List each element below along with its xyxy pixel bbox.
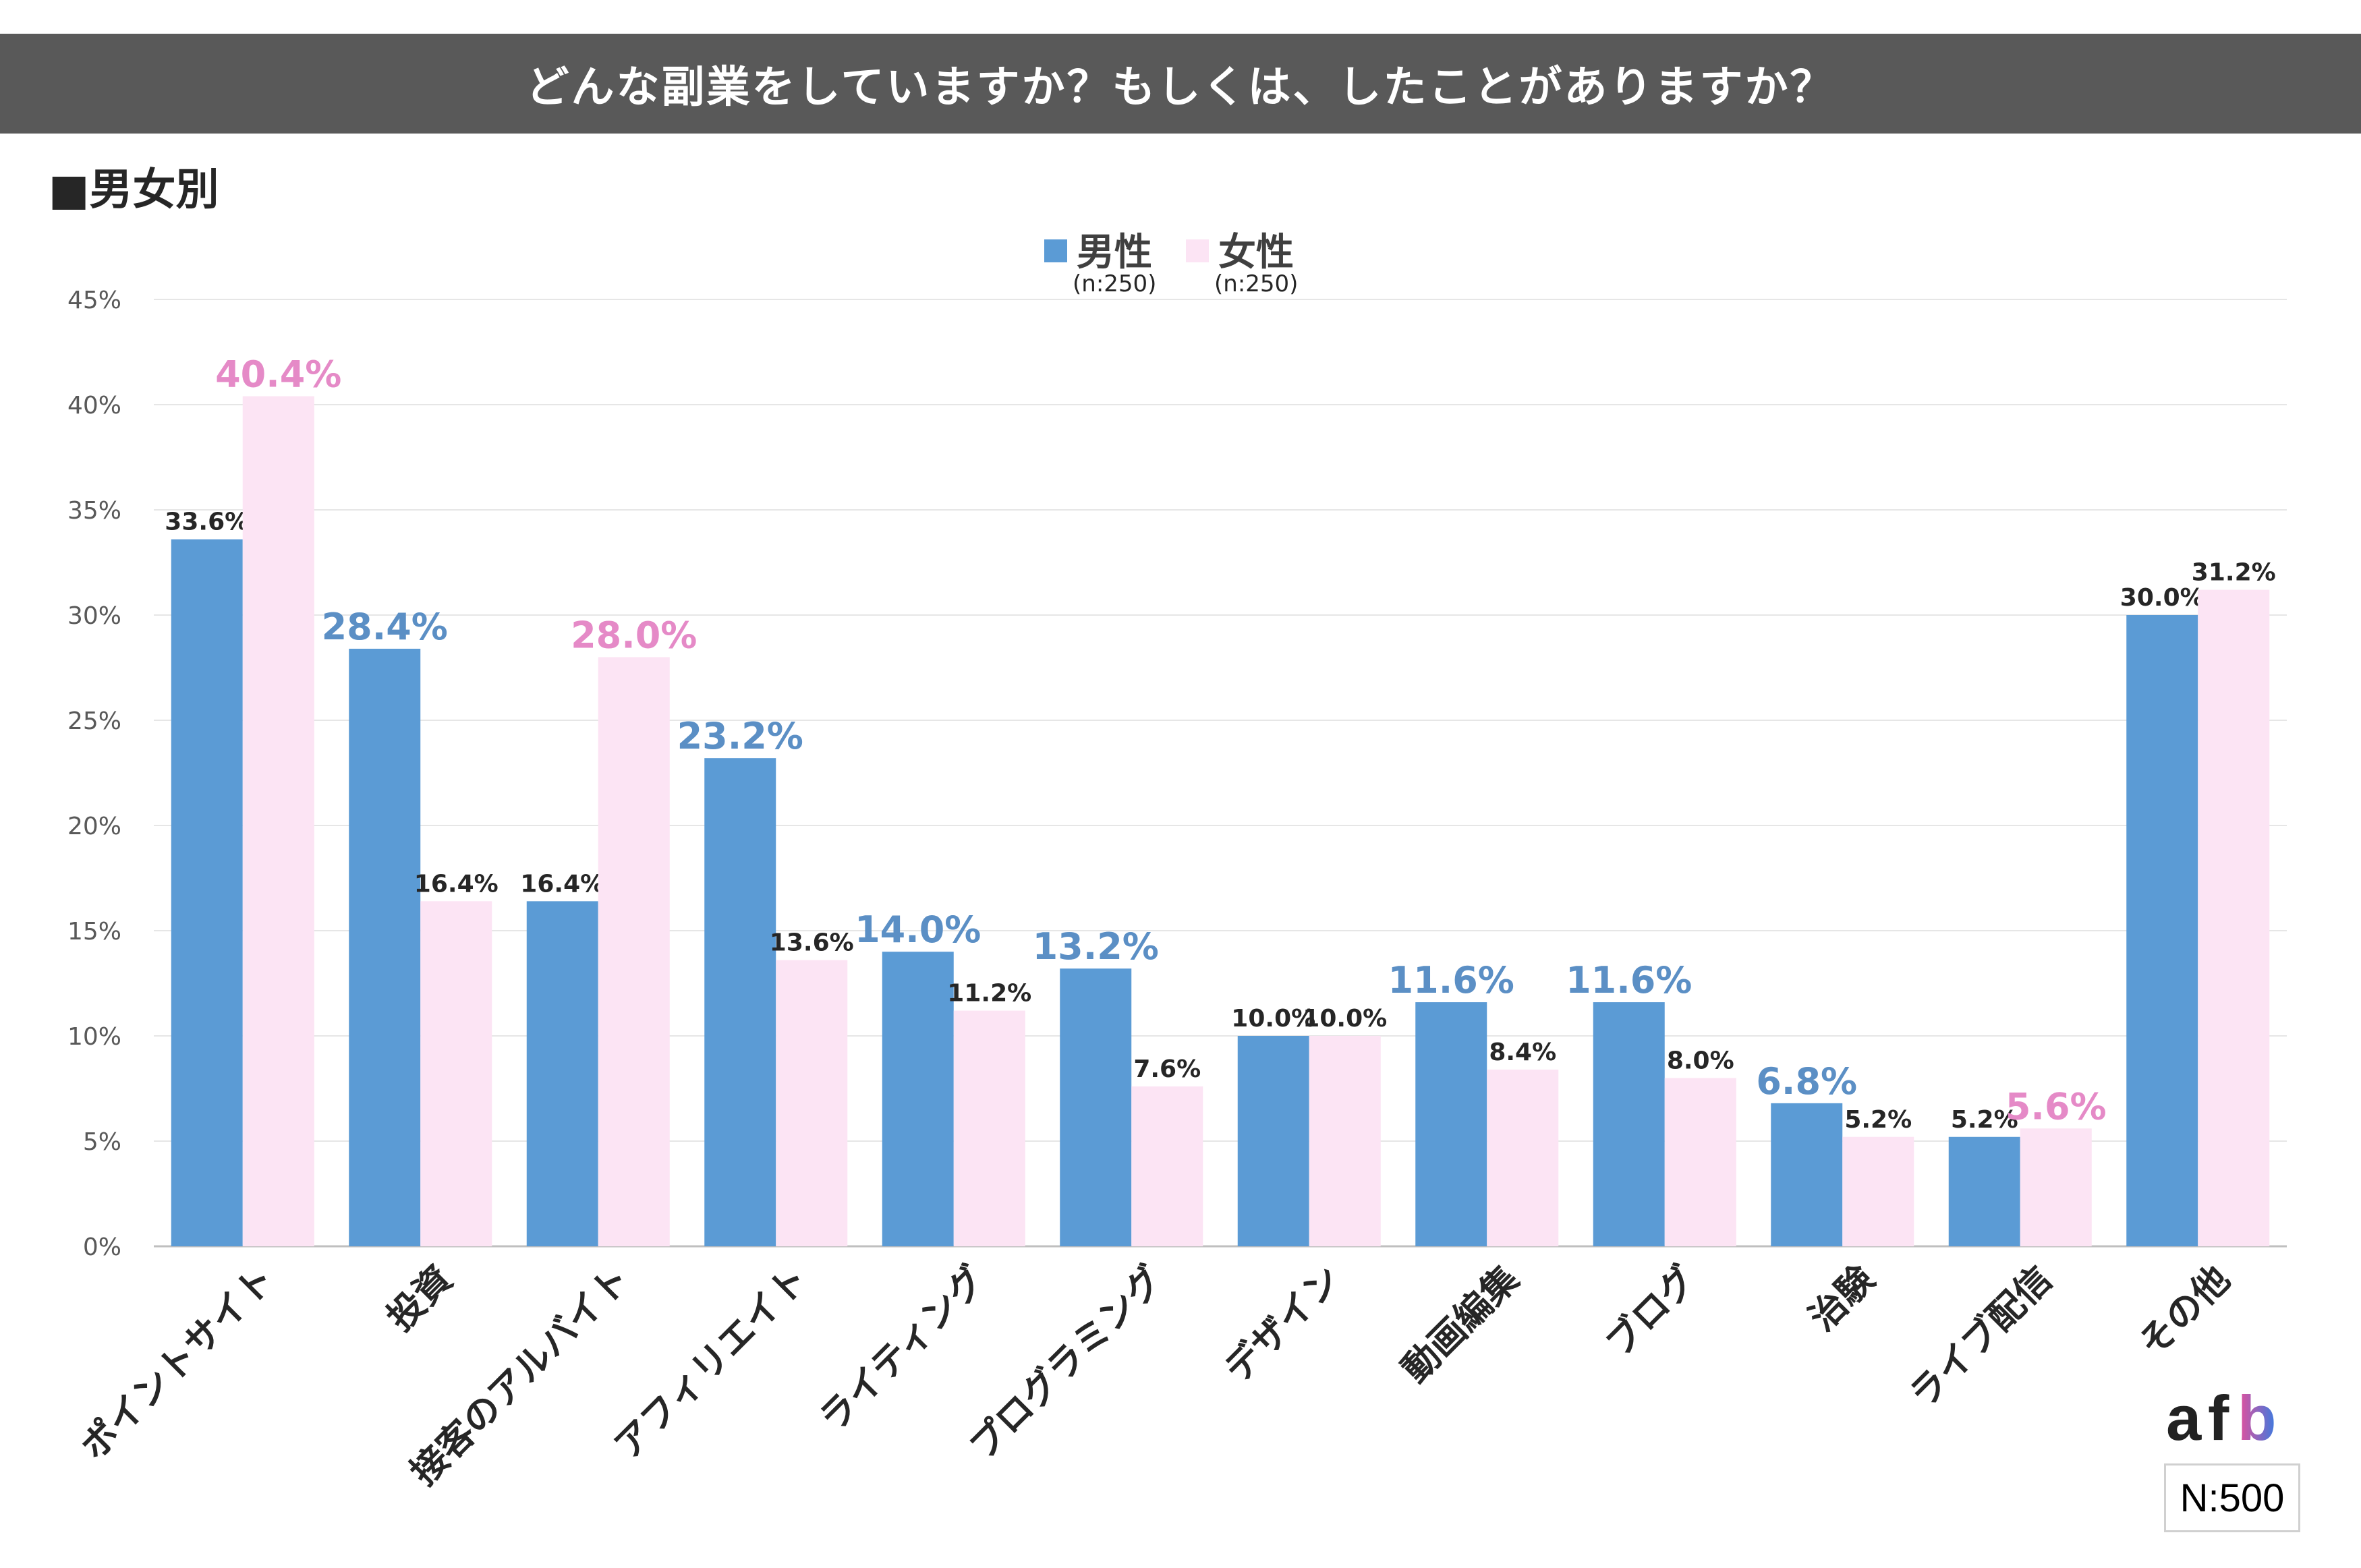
bar-male bbox=[1060, 968, 1132, 1246]
y-tick-label: 0% bbox=[83, 1233, 121, 1261]
data-label-male: 23.2% bbox=[677, 715, 803, 757]
bar-female bbox=[1664, 1078, 1736, 1246]
bar-female bbox=[598, 657, 670, 1246]
bar-female bbox=[420, 901, 492, 1246]
data-label-male: 6.8% bbox=[1756, 1060, 1857, 1103]
bar-male bbox=[171, 539, 243, 1247]
legend: 男性 (n:250) 女性 (n:250) bbox=[0, 219, 2361, 307]
legend-label-female: 女性 bbox=[1218, 231, 1294, 274]
y-tick-label: 45% bbox=[67, 287, 121, 314]
bar-female bbox=[1131, 1086, 1203, 1246]
bar-female bbox=[2198, 589, 2270, 1246]
y-tick-label: 35% bbox=[67, 497, 121, 525]
chart-title: どんな副業をしていますか？もしくは、したことがありますか？ bbox=[525, 63, 1836, 113]
data-label-male: 16.4% bbox=[520, 870, 604, 898]
bar-male bbox=[882, 952, 954, 1246]
data-label-male: 28.4% bbox=[322, 606, 448, 648]
bar-male bbox=[526, 901, 598, 1246]
afb-logo: a f b bbox=[2166, 1386, 2276, 1453]
y-tick-label: 40% bbox=[67, 392, 121, 419]
data-label-female: 40.4% bbox=[215, 353, 341, 396]
chart-title-bar: どんな副業をしていますか？もしくは、したことがありますか？ bbox=[0, 34, 2361, 134]
data-label-female: 31.2% bbox=[2192, 559, 2276, 587]
data-label-female: 8.4% bbox=[1489, 1039, 1556, 1066]
y-tick-label: 5% bbox=[83, 1128, 121, 1156]
bar-female bbox=[242, 396, 314, 1246]
legend-swatch-male bbox=[1044, 239, 1067, 262]
bar-male bbox=[1948, 1136, 2020, 1246]
y-tick-label: 10% bbox=[67, 1023, 121, 1051]
bar-female bbox=[2020, 1128, 2092, 1246]
y-tick-label: 15% bbox=[67, 918, 121, 946]
x-category-label: デザイン bbox=[1216, 1258, 1349, 1391]
data-label-female: 11.2% bbox=[947, 980, 1031, 1008]
logo-text-f: f bbox=[2208, 1386, 2229, 1453]
sample-size-box: N:500 bbox=[2164, 1463, 2300, 1532]
data-label-female: 5.6% bbox=[2006, 1085, 2107, 1128]
x-category-label: その他 bbox=[2130, 1258, 2238, 1365]
bar-male bbox=[1593, 1002, 1665, 1246]
bar-male bbox=[2126, 615, 2198, 1246]
y-tick-label: 30% bbox=[67, 602, 121, 630]
data-label-male: 11.6% bbox=[1388, 959, 1514, 1001]
y-tick-label: 25% bbox=[67, 707, 121, 735]
bar-female bbox=[953, 1010, 1025, 1246]
x-category-label: アフィリエイト bbox=[606, 1258, 816, 1468]
bar-male bbox=[1237, 1036, 1309, 1246]
x-category-label: ブログ bbox=[1597, 1258, 1705, 1365]
bar-male bbox=[349, 648, 421, 1246]
data-label-male: 11.6% bbox=[1566, 959, 1692, 1001]
x-category-label: プログラミング bbox=[961, 1258, 1172, 1468]
data-label-male: 10.0% bbox=[1231, 1005, 1315, 1033]
data-label-male: 5.2% bbox=[1951, 1106, 2018, 1134]
legend-n-male: (n:250) bbox=[1073, 270, 1157, 297]
x-category-label: ライブ配信 bbox=[1901, 1258, 2059, 1416]
section-label: ■男女別 bbox=[49, 165, 219, 215]
legend-swatch-female bbox=[1186, 239, 1209, 262]
data-label-female: 7.6% bbox=[1133, 1055, 1201, 1083]
logo-text-b: b bbox=[2238, 1386, 2276, 1453]
x-category-label: ライティング bbox=[811, 1258, 994, 1441]
data-label-female: 28.0% bbox=[571, 614, 697, 656]
bar-female bbox=[1487, 1069, 1559, 1246]
y-tick-label: 20% bbox=[67, 813, 121, 840]
x-category-label: ポイントサイト bbox=[72, 1258, 283, 1468]
bar-female bbox=[1309, 1036, 1381, 1246]
data-label-male: 33.6% bbox=[165, 509, 249, 536]
data-label-male: 14.0% bbox=[855, 908, 981, 951]
data-label-female: 5.2% bbox=[1844, 1106, 1912, 1134]
data-label-female: 8.0% bbox=[1667, 1047, 1734, 1074]
x-category-label: 動画編集 bbox=[1394, 1258, 1527, 1391]
bar-male bbox=[1415, 1002, 1487, 1246]
legend-label-male: 男性 bbox=[1077, 231, 1152, 274]
sample-size-label: N:500 bbox=[2180, 1476, 2285, 1520]
data-label-male: 13.2% bbox=[1033, 925, 1159, 968]
bar-female bbox=[1842, 1136, 1914, 1246]
bar-female bbox=[776, 960, 848, 1246]
x-category-label: 投資 bbox=[379, 1258, 461, 1339]
bar-male bbox=[704, 758, 776, 1246]
data-label-female: 16.4% bbox=[414, 870, 499, 898]
bar-male bbox=[1771, 1103, 1843, 1246]
legend-n-female: (n:250) bbox=[1214, 270, 1299, 297]
data-label-male: 30.0% bbox=[2120, 584, 2204, 612]
logo-text-a: a bbox=[2166, 1386, 2202, 1453]
data-label-female: 10.0% bbox=[1303, 1005, 1387, 1033]
data-label-female: 13.6% bbox=[770, 929, 854, 957]
x-category-label: 治験 bbox=[1801, 1257, 1883, 1339]
